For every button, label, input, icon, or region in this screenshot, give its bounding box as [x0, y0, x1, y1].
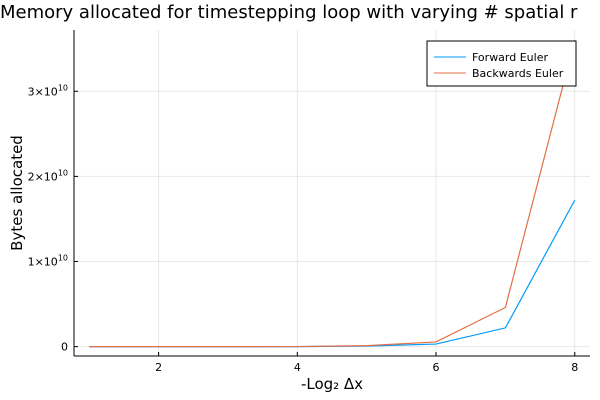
series-line-forward-euler [89, 199, 576, 348]
legend-label-forward-euler: Forward Euler [472, 51, 548, 64]
x-tick-label: 2 [155, 361, 162, 374]
y-tick-label: 3×1010 [28, 83, 68, 98]
y-tick-label: 1×1010 [28, 254, 68, 269]
x-ticks: 2 4 6 8 [155, 352, 578, 374]
x-axis-label: -Log₂ Δx [301, 375, 363, 393]
legend-label-backwards-euler: Backwards Euler [472, 67, 564, 80]
legend: Forward Euler Backwards Euler [426, 40, 577, 87]
axes [73, 30, 590, 357]
y-tick-label: 0 [61, 341, 68, 354]
series-line-backwards-euler [89, 40, 576, 348]
y-ticks: 0 1×1010 2×1010 3×1010 [28, 83, 78, 354]
x-tick-label: 6 [433, 361, 440, 374]
x-tick-label: 8 [571, 361, 578, 374]
series-lines [89, 40, 576, 348]
y-tick-label: 2×1010 [28, 168, 68, 183]
chart-title: Memory allocated for timestepping loop w… [0, 2, 578, 23]
legend-box [426, 40, 577, 87]
y-axis-label: Bytes allocated [8, 135, 26, 251]
x-tick-label: 4 [294, 361, 301, 374]
